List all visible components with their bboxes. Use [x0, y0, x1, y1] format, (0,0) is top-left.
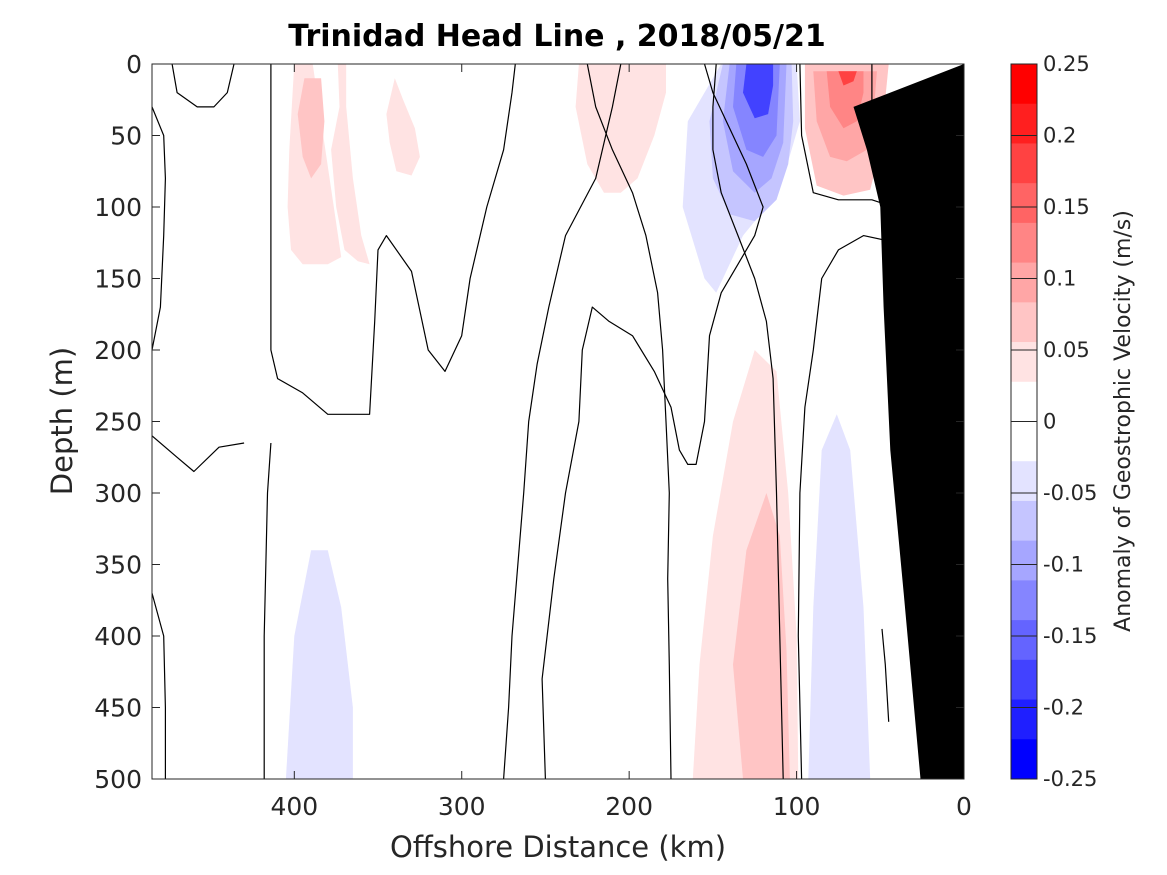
colorbar-level — [1011, 342, 1037, 383]
colorbar-tick-label: -0.05 — [1043, 481, 1097, 505]
colorbar-tick-label: 0.2 — [1043, 124, 1076, 148]
y-tick-label: 400 — [94, 622, 142, 651]
colorbar-level — [1011, 262, 1037, 303]
y-axis-label: Depth (m) — [45, 347, 79, 495]
colorbar-level — [1011, 461, 1037, 502]
zero-contour-line — [541, 64, 764, 779]
colorbar-level — [1011, 580, 1037, 621]
negative-anomaly-region — [743, 64, 774, 119]
anomaly-fills — [285, 64, 889, 779]
zero-contour-line — [586, 64, 672, 779]
y-tick-label: 200 — [94, 336, 142, 365]
x-tick-label: 100 — [773, 792, 821, 821]
negative-anomaly-region — [808, 414, 871, 779]
colorbar-level — [1011, 103, 1037, 144]
positive-anomaly-region — [297, 78, 325, 179]
zero-contour-line — [881, 628, 890, 722]
colorbar-level — [1011, 64, 1037, 105]
zero-contour-line — [270, 64, 516, 415]
colorbar-level — [1011, 739, 1037, 780]
colorbar-level — [1011, 183, 1037, 224]
zero-contour-line — [171, 64, 235, 108]
colorbar-tick-label: 0 — [1043, 410, 1056, 434]
x-tick-label: 300 — [438, 792, 486, 821]
x-axis-label: Offshore Distance (km) — [390, 830, 726, 864]
colorbar: 0.25 0.2 0.15 0.1 0.05 0 -0.05 -0.1 -0.15 -0.2 -0.… — [1010, 52, 1097, 791]
colorbar-level — [1011, 421, 1037, 462]
zero-contour-line — [152, 435, 245, 473]
y-tick-label: 50 — [110, 122, 142, 151]
colorbar-level — [1011, 500, 1037, 542]
zero-contour-line — [799, 64, 894, 208]
colorbar-level — [1011, 302, 1037, 343]
colorbar-tick-label: 0.1 — [1043, 267, 1076, 291]
colorbar-tick-label: -0.2 — [1043, 696, 1084, 720]
colorbar-level — [1011, 540, 1037, 581]
y-tick-label: 300 — [94, 479, 142, 508]
colorbar-level — [1011, 381, 1037, 422]
colorbar-tick-label: -0.25 — [1043, 767, 1097, 791]
zero-contour-line — [152, 592, 166, 779]
colorbar-tick-label: -0.1 — [1043, 553, 1084, 577]
colorbar-label: Anomaly of Geostrophic Velocity (m/s) — [1111, 210, 1136, 632]
colorbar-level — [1011, 222, 1037, 264]
y-tick-label: 250 — [94, 408, 142, 437]
colorbar-tick-label: -0.15 — [1043, 624, 1097, 648]
seafloor-shelf — [853, 64, 964, 779]
zero-contour-line — [152, 106, 166, 351]
bathymetry — [853, 64, 964, 779]
y-tick-label: 0 — [126, 50, 142, 79]
colorbar-tick-label: 0.05 — [1043, 338, 1090, 362]
colorbar-tick-label: 0.15 — [1043, 195, 1090, 219]
x-tick-label: 200 — [605, 792, 653, 821]
x-tick-label: 0 — [956, 792, 972, 821]
zero-contour-line — [503, 64, 622, 779]
zero-contour-line — [263, 442, 272, 779]
positive-anomaly-region — [386, 78, 420, 176]
colorbar-level — [1011, 659, 1037, 701]
positive-anomaly-region — [826, 71, 864, 129]
x-tick-label: 400 — [270, 792, 318, 821]
x-axis: 400 300 200 100 0 — [270, 64, 972, 821]
y-tick-label: 500 — [94, 765, 142, 794]
positive-anomaly-region — [733, 493, 790, 779]
zero-contour-line — [797, 235, 906, 779]
chart-title: Trinidad Head Line , 2018/05/21 — [288, 19, 825, 54]
colorbar-level — [1011, 143, 1037, 184]
negative-anomaly-region — [285, 550, 353, 779]
y-tick-label: 450 — [94, 694, 142, 723]
colorbar-tick-label: 0.25 — [1043, 52, 1090, 76]
colorbar-level — [1011, 620, 1037, 661]
positive-anomaly-region — [575, 64, 666, 193]
colorbar-level — [1011, 699, 1037, 740]
zero-contour-line — [712, 64, 784, 779]
y-tick-label: 150 — [94, 265, 142, 294]
y-tick-label: 350 — [94, 551, 142, 580]
y-axis: 0 50 100 150 200 250 300 350 400 450 500 — [94, 50, 964, 794]
plot-area — [151, 63, 965, 780]
positive-anomaly-region — [838, 71, 857, 86]
y-tick-label: 100 — [94, 193, 142, 222]
